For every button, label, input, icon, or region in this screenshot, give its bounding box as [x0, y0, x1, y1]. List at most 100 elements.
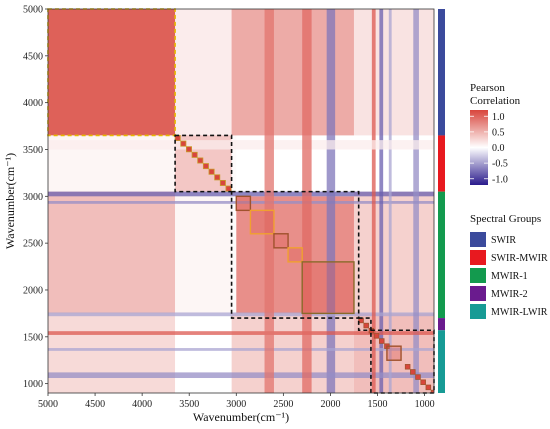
y-axis-title: Wavenumber(cm⁻¹) — [3, 153, 17, 249]
group-box — [174, 134, 233, 193]
x-tick-label: 2000 — [320, 399, 340, 410]
diagonal-cell — [191, 151, 198, 158]
group-bar-segment — [438, 135, 445, 192]
heatmap-band — [48, 191, 434, 197]
colorbar-legend: Pearson Correlation 1.0 0.5 0.0 -0.5 -1.0 — [470, 82, 521, 185]
heatmap-band — [264, 9, 274, 393]
heatmap-block — [48, 9, 176, 136]
heatmap-band — [48, 348, 434, 351]
group-legend-swatch — [470, 250, 486, 265]
heatmap-band — [302, 9, 312, 393]
y-tick-label: 1500 — [23, 332, 43, 343]
x-tick-label: 5000 — [38, 399, 58, 410]
diagonal-cell — [373, 333, 380, 339]
heatmap-band — [48, 331, 434, 335]
group-legend-label: MWIR-2 — [491, 289, 528, 300]
plot-frame — [47, 8, 435, 394]
heatmap-band — [388, 9, 392, 393]
colorbar-gradient — [470, 110, 488, 185]
diagonal-cell — [185, 146, 192, 153]
y-tick-label: 3000 — [23, 192, 43, 203]
heatmap-band — [413, 9, 419, 393]
colorbar-tick-label: -0.5 — [492, 159, 508, 170]
group-legend-swatch — [470, 304, 486, 319]
diagonal-cell — [404, 364, 411, 370]
group-legend-swatch — [470, 232, 486, 247]
diagonal-cell — [415, 374, 421, 380]
diagonal-cells — [174, 135, 434, 393]
group-legend-label: MWIR-LWIR — [491, 307, 548, 318]
x-tick-label: 1500 — [368, 399, 388, 410]
heatmap-bands — [48, 9, 434, 393]
x-tick-label: 3000 — [226, 399, 246, 410]
y-tick-label: 2000 — [23, 285, 43, 296]
diagonal-cell — [378, 338, 385, 344]
heatmap-block — [231, 313, 354, 393]
heatmap-block — [48, 313, 176, 393]
heatmap-band — [371, 9, 376, 393]
colorbar-tick-label: 0.0 — [492, 143, 505, 154]
spectral-group-sidebar — [438, 9, 445, 393]
group-box — [357, 317, 372, 332]
colorbar-title-line2: Correlation — [470, 95, 521, 107]
y-tick-label: 4500 — [23, 51, 43, 62]
cluster-box — [249, 209, 275, 235]
diagonal-cell — [180, 140, 187, 147]
heatmap-band — [48, 201, 434, 204]
heatmap-block — [175, 9, 232, 136]
diagonal-cell — [225, 185, 232, 192]
colorbar-tick-label: 0.5 — [492, 127, 505, 138]
x-tick-label: 1000 — [415, 399, 435, 410]
y-tick-label: 3500 — [23, 145, 43, 156]
x-tick-label: 4000 — [132, 399, 152, 410]
x-tick-label: 2500 — [273, 399, 293, 410]
diagonal-cell — [420, 379, 426, 385]
group-box — [230, 190, 360, 319]
spectral-groups-title: Spectral Groups — [470, 213, 541, 225]
cluster-box — [386, 345, 402, 361]
colorbar-tick-label: 1.0 — [492, 112, 505, 123]
group-legend-label: SWIR — [491, 235, 516, 246]
heatmap-block — [175, 313, 232, 393]
y-tick-label: 4000 — [23, 98, 43, 109]
heatmap-band — [48, 372, 434, 379]
x-axis: 5000 4500 4000 3500 3000 2500 2000 1500 1000 — [38, 393, 435, 410]
heatmap-band — [326, 9, 336, 393]
group-bar-segment — [438, 318, 445, 331]
group-legend-swatch — [470, 286, 486, 301]
diagonal-cell — [425, 384, 432, 391]
cluster-box — [273, 233, 289, 249]
y-tick-label: 2500 — [23, 239, 43, 250]
group-legend-label: MWIR-1 — [491, 271, 528, 282]
heatmap-block — [175, 191, 232, 314]
heatmap-band — [379, 9, 384, 393]
diagonal-cell — [197, 157, 204, 164]
cluster-box — [287, 247, 303, 263]
y-axis: 1000 1500 2000 2500 3000 3500 4000 4500 5000 — [23, 5, 48, 390]
diagonal-cell — [208, 168, 215, 175]
group-legend-swatch — [470, 268, 486, 283]
x-tick-label: 4500 — [85, 399, 105, 410]
group-bar-segment — [438, 330, 445, 393]
diagonal-cell — [214, 174, 221, 181]
group-bar-segment — [438, 9, 445, 136]
heatmap-band — [48, 312, 434, 317]
cluster-box — [301, 261, 355, 315]
x-tick-label: 3500 — [179, 399, 199, 410]
diagonal-cell — [202, 163, 209, 170]
diagonal-cell — [410, 369, 416, 375]
cluster-box — [235, 195, 252, 212]
colorbar-title-line1: Pearson — [470, 82, 505, 94]
heatmap-band — [48, 140, 434, 150]
group-bar-segment — [438, 191, 445, 319]
y-tick-label: 1000 — [23, 379, 43, 390]
colorbar-tick-label: -1.0 — [492, 174, 508, 185]
spectral-groups-legend: Spectral Groups SWIR SWIR-MWIR MWIR-1 MWIR-… — [470, 213, 548, 319]
heatmap-block — [353, 191, 434, 314]
diagonal-cell — [219, 179, 226, 186]
heatmap-block — [353, 9, 434, 136]
group-legend-label: SWIR-MWIR — [491, 253, 548, 264]
heatmap-plot-area — [47, 8, 435, 394]
y-tick-label: 5000 — [23, 5, 43, 16]
